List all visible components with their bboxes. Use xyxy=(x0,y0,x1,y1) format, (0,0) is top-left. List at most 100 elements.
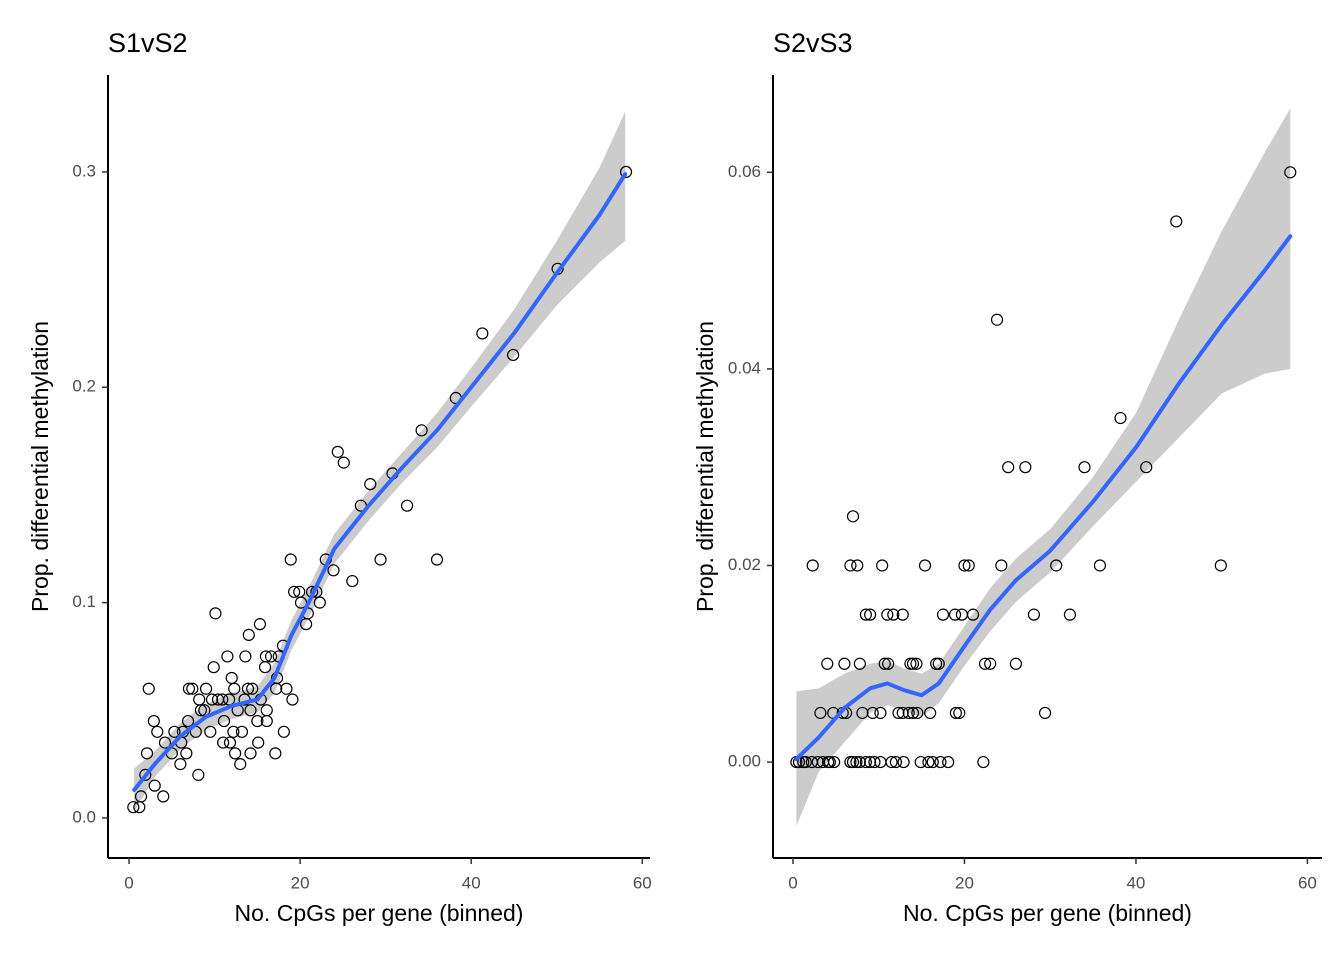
data-point xyxy=(926,755,939,769)
data-point xyxy=(288,585,301,598)
data-point xyxy=(922,755,935,769)
data-point xyxy=(966,608,980,621)
data-point xyxy=(885,755,898,769)
data-point xyxy=(181,714,195,728)
data-point xyxy=(148,779,161,792)
data-point xyxy=(127,801,140,814)
data-point xyxy=(934,755,947,769)
data-point xyxy=(949,706,962,720)
data-point xyxy=(147,714,160,728)
data-point xyxy=(1002,461,1015,474)
data-point xyxy=(864,608,877,621)
data-point xyxy=(227,725,240,738)
data-point xyxy=(859,608,872,621)
data-point xyxy=(853,755,866,769)
data-point xyxy=(1063,608,1077,621)
data-point xyxy=(892,706,905,720)
data-point xyxy=(896,608,909,621)
x-axis-label: No. CpGs per gene (binned) xyxy=(235,900,524,926)
smooth-line xyxy=(794,234,1293,762)
data-point xyxy=(990,313,1004,326)
data-point xyxy=(924,706,937,720)
data-point xyxy=(174,758,187,771)
data-point xyxy=(234,758,247,771)
data-point xyxy=(507,348,520,362)
data-point xyxy=(911,706,924,720)
data-point xyxy=(1214,559,1227,572)
data-point xyxy=(844,559,857,572)
data-point xyxy=(207,661,220,674)
data-point xyxy=(244,747,257,760)
x-tick-label: 60 xyxy=(1298,873,1317,892)
data-point xyxy=(284,553,297,566)
data-point xyxy=(199,682,213,695)
data-point xyxy=(258,661,272,674)
x-tick-label: 40 xyxy=(1126,873,1145,892)
data-point xyxy=(958,559,971,572)
data-point xyxy=(228,682,241,695)
data-point xyxy=(180,747,193,760)
y-tick-label: 0.06 xyxy=(728,162,761,181)
data-point xyxy=(400,499,414,512)
data-point xyxy=(850,755,863,769)
data-point xyxy=(902,706,915,720)
data-point xyxy=(251,714,264,728)
data-point xyxy=(878,657,891,670)
data-point xyxy=(253,618,267,631)
data-point xyxy=(476,327,489,340)
data-point xyxy=(823,755,836,769)
data-point xyxy=(264,650,278,663)
data-point xyxy=(906,706,920,720)
data-point xyxy=(331,445,344,458)
data-point xyxy=(942,755,955,769)
data-point xyxy=(337,456,350,469)
data-point xyxy=(142,682,155,695)
data-point xyxy=(896,706,909,720)
data-point xyxy=(856,706,869,720)
x-tick-label: 40 xyxy=(462,873,481,892)
data-point xyxy=(223,736,237,749)
data-point xyxy=(889,755,902,769)
data-point xyxy=(962,559,975,572)
data-point xyxy=(157,790,170,803)
data-point xyxy=(868,755,881,769)
data-point xyxy=(194,704,207,717)
data-point xyxy=(151,725,164,738)
data-point xyxy=(846,510,860,523)
data-point xyxy=(918,559,932,572)
data-point xyxy=(430,553,444,566)
data-point xyxy=(806,559,819,572)
data-point xyxy=(948,608,962,621)
confidence-band xyxy=(134,111,626,812)
panel-title: S2vS3 xyxy=(773,28,853,58)
data-point xyxy=(235,725,249,738)
data-point xyxy=(182,682,196,695)
data-point xyxy=(216,693,229,706)
data-point xyxy=(1140,461,1153,474)
data-point xyxy=(881,608,894,621)
data-point xyxy=(978,657,992,670)
data-point xyxy=(846,755,860,769)
data-point xyxy=(953,706,966,720)
data-point xyxy=(914,755,927,769)
data-point xyxy=(140,747,154,760)
data-point xyxy=(217,714,231,728)
smooth-line xyxy=(132,172,628,792)
data-point xyxy=(977,755,990,769)
x-tick-label: 0 xyxy=(788,873,797,892)
data-point xyxy=(269,747,282,760)
data-point xyxy=(217,736,230,749)
data-point xyxy=(1284,166,1297,179)
data-point xyxy=(821,657,834,670)
data-point xyxy=(887,608,900,621)
data-point xyxy=(239,650,252,663)
data-point xyxy=(811,755,824,769)
data-point xyxy=(286,693,299,706)
data-point xyxy=(799,755,812,769)
data-point xyxy=(244,704,257,717)
data-point xyxy=(619,165,633,179)
data-point xyxy=(882,657,895,670)
data-point xyxy=(910,657,923,670)
data-point xyxy=(260,704,273,717)
